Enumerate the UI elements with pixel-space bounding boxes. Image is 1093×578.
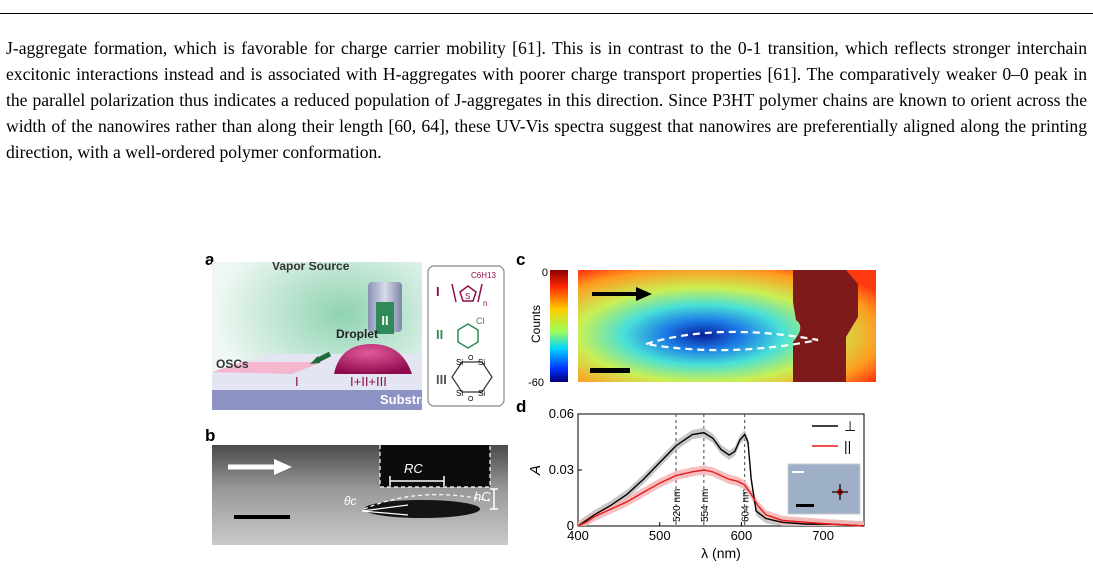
- series-band-1: [578, 465, 864, 526]
- panel-a-schematic: II Vapor Source Droplet OSCs I I+II+III …: [212, 262, 505, 410]
- colorbar-max: 0: [542, 267, 548, 279]
- c6h13-label: C6H13: [471, 271, 496, 280]
- colorbar-min: -60: [528, 377, 544, 387]
- hc-bracket: [490, 488, 498, 510]
- molecule-box: [427, 265, 505, 407]
- film-label: I: [295, 374, 299, 389]
- inset-scale-bar: [796, 504, 814, 507]
- nozzle-liquid: [376, 302, 394, 334]
- thiophene-ring: [459, 285, 477, 302]
- droplet-shape: [334, 344, 412, 374]
- nozzle-label: II: [381, 313, 388, 328]
- vline-label: 554 nm: [700, 489, 711, 522]
- contact-angle-lines: [361, 504, 409, 516]
- series-line-0: [577, 431, 865, 527]
- osc-film: [212, 362, 322, 374]
- y-axis-label: A: [527, 465, 544, 476]
- panel-c-label: c: [516, 250, 526, 269]
- panel-a-label: a: [205, 250, 215, 269]
- benzene-ring: [457, 323, 479, 349]
- series-line-1: [577, 469, 865, 527]
- y-tick-label: 0.06: [549, 406, 574, 421]
- panel-b-label: b: [205, 426, 216, 445]
- scale-bar-b: [234, 515, 290, 519]
- nozzle-tip: [380, 445, 490, 487]
- x-tick-label: 400: [567, 528, 589, 543]
- body-paragraph: J-aggregate formation, which is favorabl…: [6, 35, 1087, 165]
- siloxane-ring: [451, 361, 493, 393]
- si-label-3: Si: [456, 389, 463, 398]
- direction-arrowhead: [274, 459, 292, 475]
- vapor-source-label: Vapor Source: [272, 262, 350, 273]
- oscs-label: OSCs: [216, 357, 249, 371]
- colorbar-label: Counts: [529, 305, 543, 343]
- o-label-2: O: [468, 396, 474, 403]
- substrate-label: Substrate: [380, 392, 440, 407]
- substrate-block: [212, 390, 422, 410]
- sulfur-label: S: [465, 292, 470, 301]
- nanowire-outline: [645, 330, 819, 352]
- direction-arrowhead-c: [636, 287, 652, 301]
- y-tick-label: 0: [567, 518, 574, 533]
- si-label-2: Si: [478, 358, 485, 367]
- x-axis-label: λ (nm): [701, 545, 741, 561]
- legend-label-1: ||: [844, 438, 851, 454]
- polymer-brackets: [451, 283, 483, 303]
- droplet-composition: I+II+III: [350, 374, 387, 389]
- flow-arrowhead: [310, 356, 320, 364]
- droplet-label: Droplet: [336, 327, 378, 341]
- nozzle-outline: [379, 445, 491, 488]
- mol-II-label: II: [436, 327, 443, 342]
- hc-label: hC: [474, 489, 491, 504]
- mol-III-label: III: [436, 372, 447, 387]
- colorbar: [550, 270, 568, 382]
- x-tick-label: 500: [649, 528, 671, 543]
- n-label: n: [483, 299, 487, 308]
- y-tick-label: 0.03: [549, 462, 574, 477]
- si-label-4: Si: [478, 389, 485, 398]
- series-band-0: [578, 428, 864, 526]
- x-tick-label: 700: [812, 528, 834, 543]
- vline-label: 604 nm: [741, 489, 752, 522]
- scale-bar-c: [590, 368, 630, 373]
- o-label-1: O: [468, 355, 474, 362]
- legend-label-0: ⊥: [844, 418, 856, 434]
- si-label-1: Si: [456, 358, 463, 367]
- droplet-outline: [363, 494, 491, 510]
- panel-c-map: 0 -60 Counts: [528, 267, 876, 387]
- paragraph-text: J-aggregate formation, which is favorabl…: [6, 38, 1087, 162]
- panel-d-chart: 400 500 600 700 0 0.03 0.06 λ (nm) A 520 nm 554 nm…: [527, 406, 865, 561]
- panel-b-micrograph: RC hC θc: [212, 445, 508, 545]
- nozzle-shadow: [793, 270, 858, 382]
- rc-label: RC: [404, 461, 423, 476]
- mol-I-label: I: [436, 284, 440, 299]
- header-rule: [0, 13, 1093, 14]
- cl-label: Cl: [476, 316, 485, 326]
- rc-bracket: [389, 476, 445, 486]
- theta-label: θc: [344, 494, 357, 508]
- vline-label: 520 nm: [672, 489, 683, 522]
- x-tick-label: 600: [731, 528, 753, 543]
- panel-d-label: d: [516, 397, 527, 416]
